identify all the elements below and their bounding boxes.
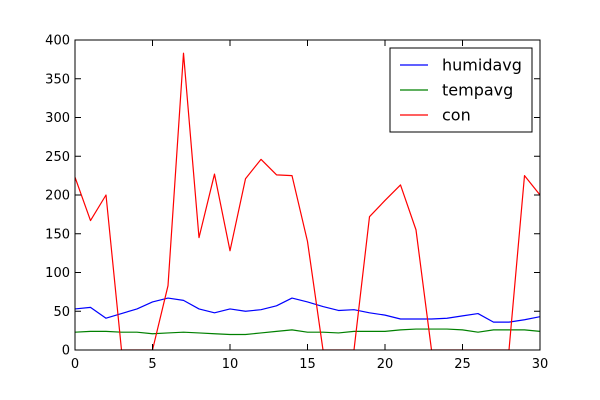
legend: humidavg tempavg con [389, 47, 533, 133]
y-tick-label: 150 [45, 227, 70, 242]
y-tick-label: 300 [45, 111, 70, 126]
series-line-humidavg [75, 297, 540, 323]
legend-entries: humidavg tempavg con [400, 56, 522, 125]
x-tick-label: 5 [148, 357, 156, 372]
x-tick-label: 10 [222, 357, 239, 372]
legend-label-con: con [442, 106, 471, 125]
legend-label-tempavg: tempavg [442, 81, 513, 100]
plot-frame [74, 39, 541, 351]
x-tick-label: 0 [71, 357, 79, 372]
y-tick-label: 200 [45, 189, 70, 204]
y-tick-label: 400 [45, 34, 70, 49]
y-tick-label: 350 [45, 72, 70, 87]
y-tick-label: 100 [45, 266, 70, 281]
series-line-con [75, 52, 540, 350]
y-tick-label: 0 [62, 344, 70, 359]
y-tick-label: 50 [53, 305, 70, 320]
x-tick-label: 25 [454, 357, 471, 372]
legend-label-humidavg: humidavg [442, 56, 522, 75]
x-tick-label: 15 [299, 357, 316, 372]
x-tick-label: 30 [532, 357, 549, 372]
y-tick-label: 250 [45, 150, 70, 165]
x-tick-label: 20 [377, 357, 394, 372]
series-layer [75, 52, 540, 350]
series-line-tempavg [75, 328, 540, 336]
